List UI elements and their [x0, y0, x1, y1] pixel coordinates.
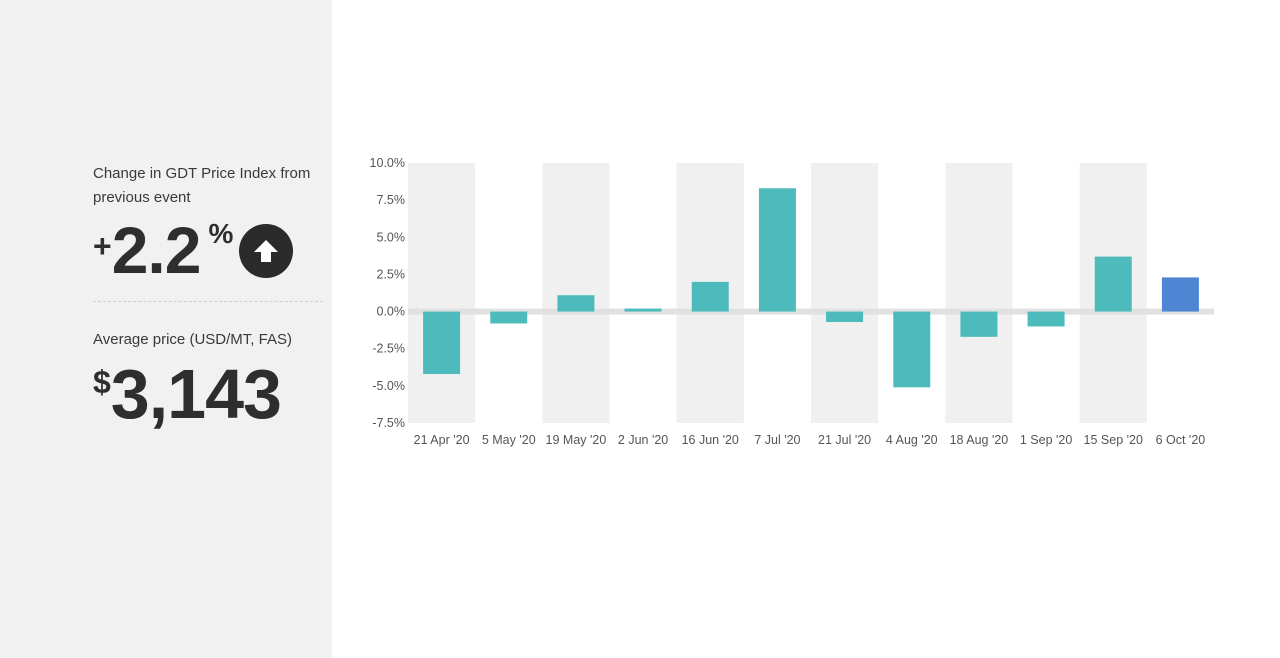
bar [490, 311, 528, 324]
background-band [945, 163, 1013, 423]
change-sign: + [93, 228, 112, 264]
x-tick-label: 6 Oct '20 [1156, 433, 1206, 447]
avg-price-number: 3,143 [110, 355, 282, 433]
change-value: + 2.2 % [93, 213, 294, 287]
x-tick-label: 15 Sep '20 [1084, 433, 1143, 447]
x-tick-label: 4 Aug '20 [886, 433, 938, 447]
x-tick-label: 18 Aug '20 [950, 433, 1009, 447]
y-tick-label: 5.0% [377, 230, 406, 244]
y-tick-label: 2.5% [377, 267, 406, 281]
bar [557, 295, 595, 312]
arrow-up-icon [239, 224, 294, 278]
change-number: 2.2 [111, 213, 202, 287]
change-label: Change in GDT Price Index from previous … [93, 165, 311, 206]
bar [758, 188, 796, 312]
bar [893, 311, 931, 388]
x-tick-label: 19 May '20 [546, 433, 607, 447]
y-tick-label: 10.0% [370, 156, 405, 170]
x-tick-label: 7 Jul '20 [754, 433, 800, 447]
x-tick-label: 1 Sep '20 [1020, 433, 1072, 447]
background-band [542, 163, 610, 423]
x-tick-label: 5 May '20 [482, 433, 536, 447]
background-band [811, 163, 879, 423]
x-tick-label: 2 Jun '20 [618, 433, 668, 447]
x-tick-label: 21 Jul '20 [818, 433, 871, 447]
summary-panel: Change in GDT Price Index from previous … [0, 0, 332, 658]
bar [691, 281, 729, 312]
currency-symbol: $ [93, 364, 111, 400]
bar [826, 311, 864, 322]
change-unit: % [208, 218, 234, 249]
divider [93, 301, 323, 302]
bar [423, 311, 461, 374]
y-tick-label: 0.0% [377, 305, 406, 319]
bar [1094, 256, 1132, 312]
x-tick-label: 16 Jun '20 [682, 433, 739, 447]
y-tick-label: 7.5% [377, 193, 406, 207]
bar [960, 311, 998, 337]
y-tick-label: -5.0% [372, 379, 405, 393]
y-tick-label: -2.5% [372, 342, 405, 356]
bar [1161, 277, 1199, 312]
bar [1027, 311, 1065, 327]
x-tick-label: 21 Apr '20 [414, 433, 470, 447]
avg-price-label: Average price (USD/MT, FAS) [93, 331, 292, 348]
price-change-chart: 10.0% 7.5% 5.0% 2.5% 0.0% -2.5% -5.0% -7.5% 21 A… [370, 156, 1214, 447]
bar [624, 308, 662, 312]
background-band [408, 163, 476, 423]
y-tick-label: -7.5% [372, 416, 405, 430]
zero-line [408, 308, 1214, 315]
avg-price-value: $ 3,143 [93, 355, 282, 433]
